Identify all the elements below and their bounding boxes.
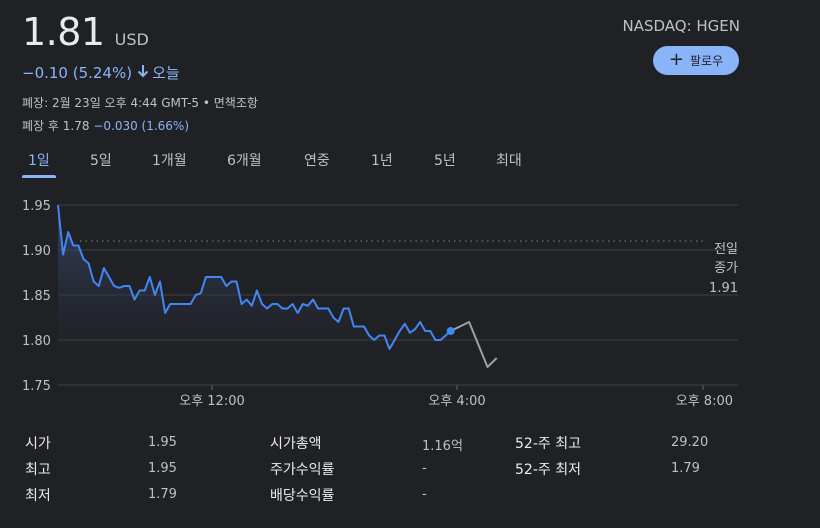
stat-label-pe: 주가수익률: [270, 462, 335, 478]
currency-label: USD: [114, 30, 149, 49]
x-tick-label: 오후 4:00: [428, 394, 485, 409]
y-tick-label: 1.75: [22, 379, 51, 394]
stat-label-dividend: 배당수익률: [270, 488, 335, 504]
stat-value-open: 1.95: [148, 435, 177, 450]
plus-icon: +: [668, 48, 684, 70]
tab-1d[interactable]: 1일: [22, 150, 56, 178]
tab-1y[interactable]: 1년: [371, 153, 393, 169]
ticker-symbol: NASDAQ: HGEN: [622, 17, 740, 35]
after-hours-line: [450, 321, 498, 368]
prev-close-label-2: 종가: [714, 261, 738, 276]
change-value: −0.10 (5.24%): [22, 63, 133, 82]
x-tick-label: 오후 8:00: [676, 394, 733, 409]
after-hours-price: 1.78: [62, 119, 90, 133]
after-hours-label: 폐장 후: [22, 119, 59, 133]
price-change: −0.10 (5.24%) 오늘: [22, 62, 180, 83]
stat-value-52w-low: 1.79: [671, 461, 700, 476]
stat-label-low: 최저: [25, 488, 51, 504]
tab-6m[interactable]: 6개월: [227, 153, 262, 169]
stat-label-52w-high: 52-주 최고: [515, 436, 581, 452]
tab-ytd[interactable]: 연중: [304, 153, 330, 169]
stat-value-high: 1.95: [148, 461, 177, 476]
stat-value-dividend: -: [422, 487, 427, 502]
price-area-fill: [58, 205, 451, 385]
current-price: 1.81: [22, 10, 105, 54]
stat-label-open: 시가: [25, 436, 51, 452]
after-hours-line: 폐장 후 1.78 −0.030 (1.66%): [22, 117, 189, 134]
price-chart[interactable]: 1.95 1.90 1.85 1.80 1.75 오후 12:00 오후 4:00 오후 8…: [0, 0, 820, 420]
x-tick-label: 오후 12:00: [179, 394, 245, 409]
tab-1m[interactable]: 1개월: [152, 153, 187, 169]
stat-label-52w-low: 52-주 최저: [515, 462, 581, 478]
tab-5d[interactable]: 5일: [90, 153, 112, 169]
follow-button[interactable]: + 팔로우: [653, 46, 739, 75]
prev-close-value: 1.91: [709, 281, 738, 296]
y-tick-label: 1.85: [22, 289, 51, 304]
stat-label-high: 최고: [25, 462, 51, 478]
tab-5y[interactable]: 5년: [434, 153, 456, 169]
change-period: 오늘: [152, 64, 180, 82]
prev-close-label-1: 전일: [714, 242, 738, 257]
price-line: [57, 204, 452, 350]
current-point-marker: [446, 327, 455, 335]
market-status: 폐장: 2월 23일 오후 4:44 GMT-5 • 면책조항: [22, 96, 258, 110]
after-hours-change: −0.030 (1.66%): [93, 119, 190, 133]
stat-value-pe: -: [422, 461, 427, 476]
stat-value-52w-high: 29.20: [671, 435, 709, 450]
y-tick-label: 1.90: [22, 244, 51, 259]
tab-max[interactable]: 최대: [496, 153, 522, 169]
arrow-down-icon: [137, 64, 149, 82]
follow-label: 팔로우: [689, 54, 724, 68]
stat-label-mktcap: 시가총액: [270, 436, 322, 452]
price-header: 1.81 USD: [22, 10, 149, 54]
stat-value-low: 1.79: [148, 487, 177, 502]
y-tick-label: 1.80: [22, 334, 51, 349]
stat-value-mktcap: 1.16억: [422, 439, 463, 454]
y-tick-label: 1.95: [22, 199, 51, 214]
